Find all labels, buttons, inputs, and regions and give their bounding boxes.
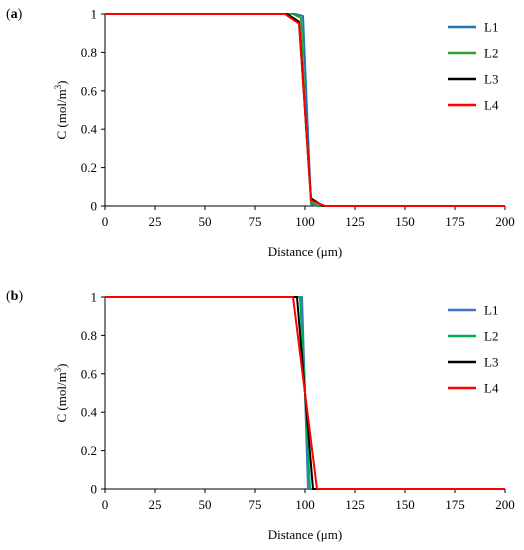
series-lines [105,296,505,490]
legend-label-l2: L2 [484,46,498,61]
x-tick-label: 100 [295,214,315,229]
x-tick-label: 75 [249,214,262,229]
chart-panel-b: (b) 0 25 50 75 100 125 150 175 200 0 0.2 0.4 0.6 0.8… [6,289,515,542]
panel-label-b: (b) [6,289,23,304]
x-ticks: 0 25 50 75 100 125 150 175 200 [102,489,515,512]
y-axis-title: C (mol/m3) [53,363,69,422]
x-tick-label: 175 [445,497,465,512]
x-tick-label: 50 [199,214,212,229]
x-axis-title: Distance (μm) [268,527,342,542]
x-tick-label: 125 [345,497,365,512]
x-tick-label: 200 [495,497,515,512]
chart-panel-a: (a) 0 25 50 75 100 125 150 175 200 0 0.2 0.4 0.6 0.8… [6,7,515,260]
x-tick-label: 0 [102,214,109,229]
x-tick-label: 150 [395,214,415,229]
x-tick-label: 100 [295,497,315,512]
legend-label-l3: L3 [484,355,498,370]
x-tick-label: 175 [445,214,465,229]
x-tick-label: 0 [102,497,109,512]
legend-label-l1: L1 [484,20,498,35]
y-ticks: 0 0.2 0.4 0.6 0.8 1 [81,7,105,214]
x-tick-label: 150 [395,497,415,512]
x-tick-label: 25 [149,497,162,512]
x-ticks: 0 25 50 75 100 125 150 175 200 [102,206,515,229]
y-tick-label: 0.8 [81,328,97,343]
series-line-l4 [105,13,505,207]
series-line-l4 [105,296,505,490]
legend-label-l2: L2 [484,329,498,344]
y-axis-title: C (mol/m3) [53,80,69,139]
x-tick-label: 125 [345,214,365,229]
x-axis-title: Distance (μm) [268,244,342,259]
series-lines [105,13,505,207]
panel-label-a: (a) [6,7,23,22]
x-tick-label: 25 [149,214,162,229]
x-tick-label: 75 [249,497,262,512]
x-tick-label: 200 [495,214,515,229]
legend-label-l4: L4 [484,381,499,396]
y-tick-label: 0.2 [81,160,97,175]
y-tick-label: 0 [91,482,98,497]
x-tick-label: 50 [199,497,212,512]
legend: L1 L2 L3 L4 [448,303,499,396]
legend-label-l4: L4 [484,98,499,113]
y-tick-label: 0.2 [81,443,97,458]
y-tick-label: 0 [91,199,98,214]
legend: L1 L2 L3 L4 [448,20,499,113]
y-tick-label: 1 [91,290,98,305]
y-tick-label: 0.6 [81,366,98,381]
y-tick-label: 0.4 [81,122,98,137]
y-tick-label: 1 [91,7,98,22]
y-tick-label: 0.4 [81,405,98,420]
y-tick-label: 0.8 [81,45,97,60]
legend-label-l1: L1 [484,303,498,318]
legend-label-l3: L3 [484,72,498,87]
y-ticks: 0 0.2 0.4 0.6 0.8 1 [81,290,105,497]
y-tick-label: 0.6 [81,83,98,98]
